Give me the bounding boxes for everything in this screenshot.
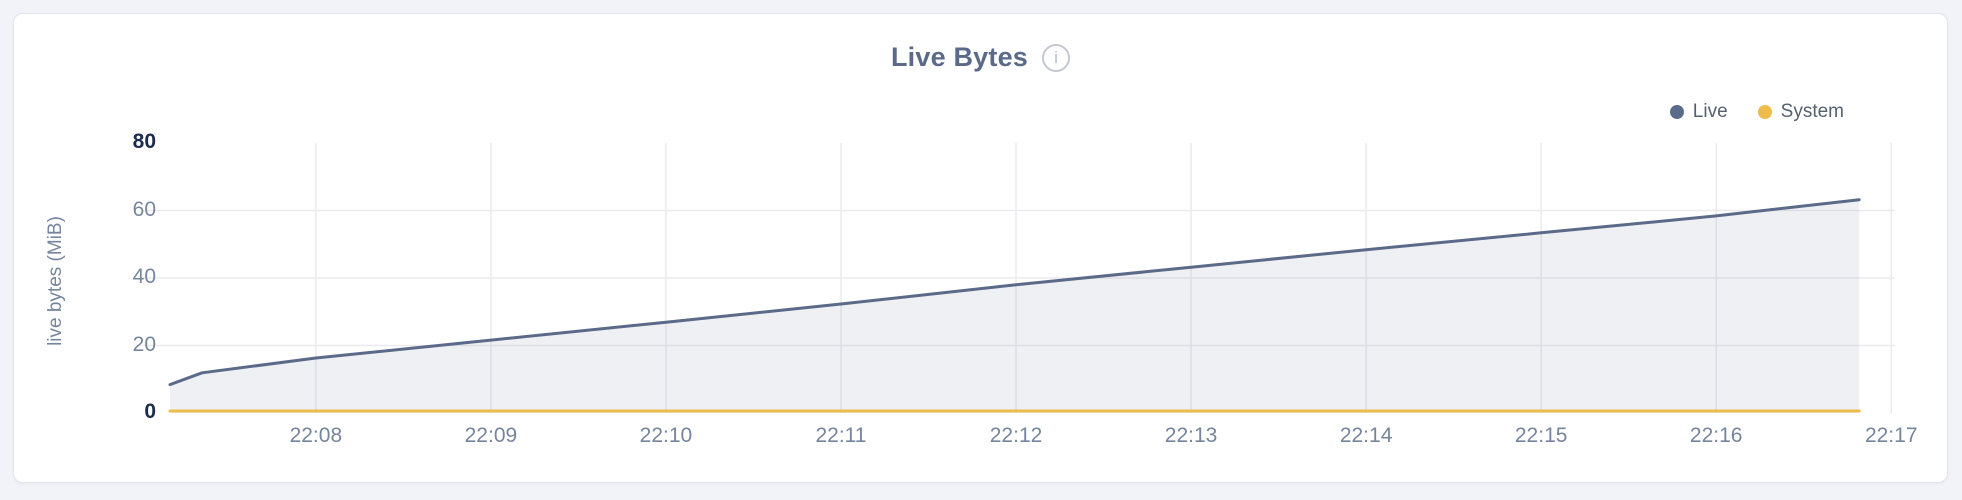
chart-header: Live Bytes i (13, 42, 1948, 73)
info-icon[interactable]: i (1042, 43, 1071, 72)
chart-title: Live Bytes (890, 42, 1029, 72)
chart-legend: Live System (1669, 101, 1844, 123)
system-series-dot-icon (1757, 105, 1772, 119)
legend-label-system: System (1780, 101, 1844, 122)
legend-item-system[interactable]: System (1757, 101, 1844, 123)
info-icon-glyph: i (1054, 48, 1058, 67)
legend-label-live: Live (1692, 101, 1728, 122)
chart-card (13, 13, 1948, 483)
live-series-dot-icon (1669, 105, 1684, 119)
legend-item-live[interactable]: Live (1669, 101, 1728, 123)
